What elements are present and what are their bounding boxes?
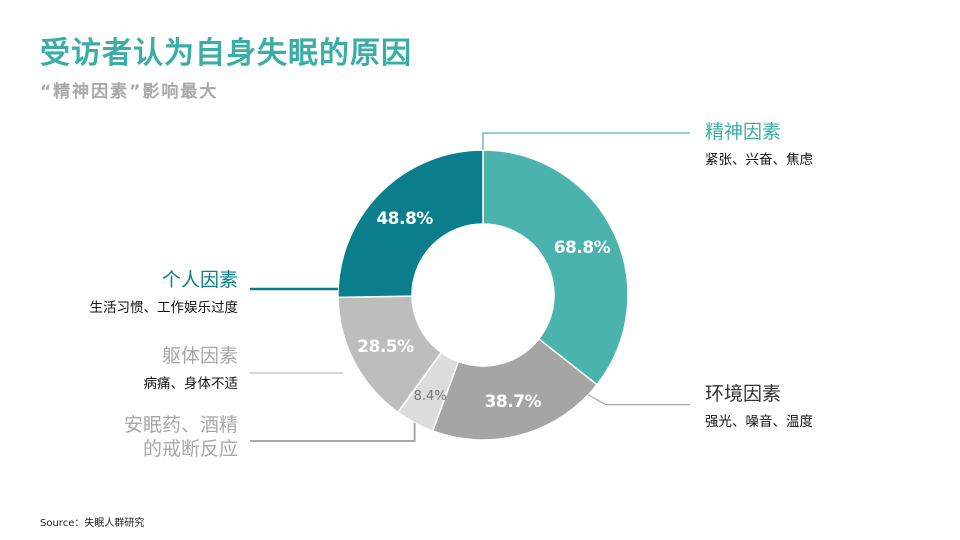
source-note: Source：失眠人群研究	[40, 518, 145, 529]
category-description: 强光、噪音、温度	[705, 413, 813, 430]
donut-slice	[337, 149, 484, 299]
donut-slice	[431, 337, 599, 441]
donut-slice	[482, 149, 629, 386]
category-description: 紧张、兴奋、焦虑	[705, 152, 813, 168]
slice-value-label: 68.8%	[554, 238, 611, 258]
category-name: 环境因素	[705, 383, 781, 405]
category-name: 精神因素	[705, 121, 781, 143]
leader-line	[587, 394, 690, 406]
slice-value-label: 8.4%	[414, 389, 447, 404]
slice-value-label: 38.7%	[485, 392, 542, 412]
category-label: 安眠药、酒精的戒断反应	[124, 414, 238, 460]
slice-value-label: 48.8%	[376, 209, 433, 229]
category-name: 安眠药、酒精的戒断反应	[124, 414, 238, 460]
leader-line	[482, 132, 690, 150]
leader-line	[250, 422, 416, 442]
slice-value-label: 28.5%	[357, 337, 414, 357]
category-name: 躯体因素	[162, 345, 238, 367]
category-description: 生活习惯、工作娱乐过度	[90, 299, 239, 316]
category-name: 个人因素	[162, 269, 238, 291]
category-description: 病痛、身体不适	[144, 375, 239, 392]
chart-title: 受访者认为自身失眠的原因	[40, 36, 412, 71]
chart-subtitle: “精神因素”影响最大	[40, 82, 219, 102]
